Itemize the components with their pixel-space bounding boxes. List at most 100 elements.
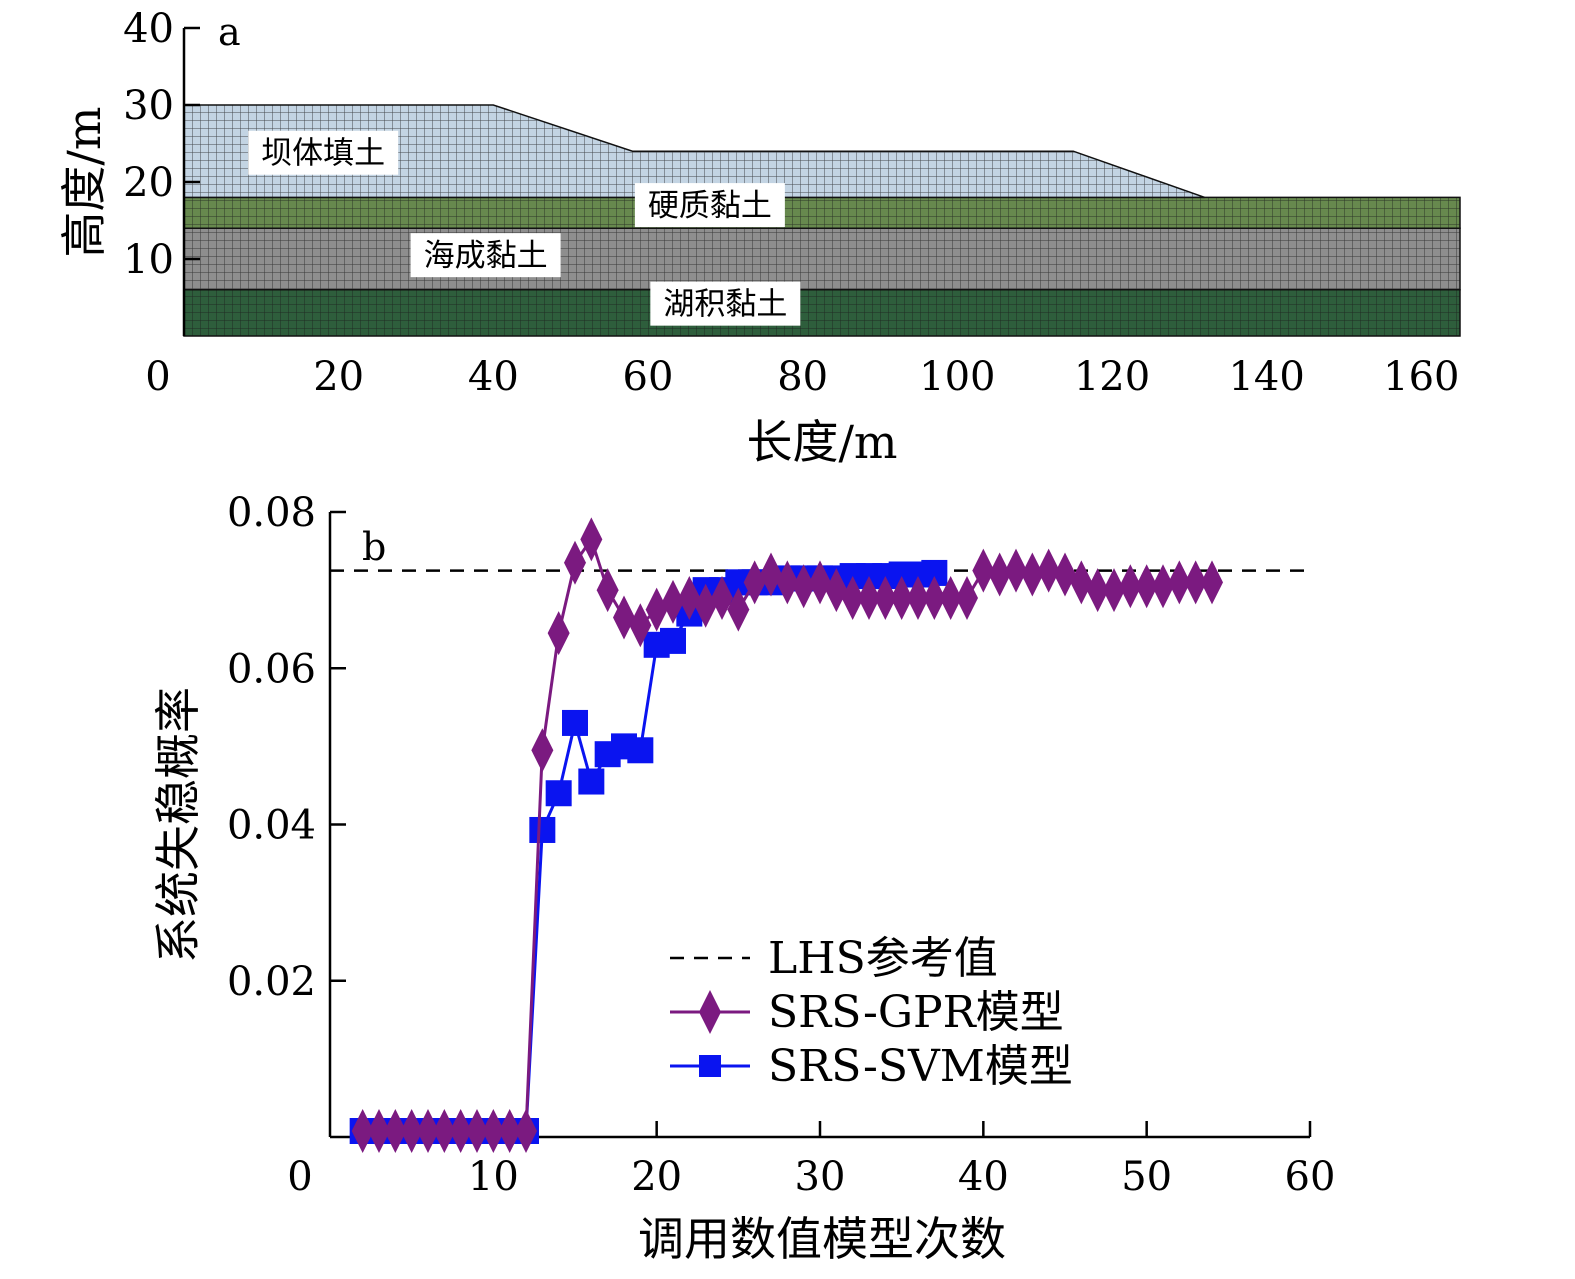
data-point [694, 583, 717, 628]
data-point [776, 560, 799, 605]
y-tick-label: 0.04 [227, 803, 316, 849]
data-point [531, 728, 554, 773]
data-point [1005, 548, 1027, 593]
data-point [678, 575, 701, 620]
panel-a-x-axis-title: 长度/m [746, 415, 897, 469]
x-tick-label: 20 [631, 1154, 682, 1200]
data-point [809, 560, 831, 605]
x-tick-label: 60 [623, 354, 674, 400]
legend-item-gpr: SRS-GPR模型 [670, 987, 1064, 1038]
legend-label-gpr: SRS-GPR模型 [768, 987, 1064, 1038]
data-point [711, 575, 733, 620]
legend: LHS参考值 SRS-GPR模型 SRS-SVM模型 [670, 933, 1073, 1092]
data-point [1168, 560, 1191, 605]
legend-label-svm: SRS-SVM模型 [768, 1041, 1073, 1092]
data-point [890, 575, 913, 620]
data-point [564, 540, 586, 585]
x-tick-label: 0 [287, 1154, 312, 1200]
data-point [1135, 564, 1158, 609]
data-point [433, 1109, 456, 1153]
panel-a-y-axis-title: 高度/m [57, 106, 111, 257]
data-point [498, 1109, 521, 1153]
data-point [417, 1109, 439, 1153]
y-tick-label: 40 [123, 6, 174, 52]
data-point [515, 1109, 537, 1153]
data-point [939, 575, 962, 620]
legend-square-icon [699, 1055, 721, 1077]
layer-label-background [634, 183, 785, 228]
data-point [613, 595, 635, 640]
panel-a-diagram: 湖积黏土 海成黏土 硬质黏土 坝体填土 10 20 30 40 0 20 40 60 80 100 12… [57, 6, 1461, 469]
data-point [1201, 560, 1223, 605]
y-tick-label: 20 [123, 160, 174, 206]
mesh-grid-2 [183, 196, 1461, 229]
data-point [368, 1109, 390, 1153]
y-tick-label: 0.08 [227, 490, 316, 536]
y-tick-label: 30 [123, 83, 174, 129]
panel-b-y-axis-title: 系统失稳概率 [151, 687, 205, 963]
panel-b-chart: 0.02 0.04 0.06 0.08 0 10 20 30 40 50 60 b 调用数值模型次… [151, 490, 1335, 1266]
layer-label: 湖积黏土 [663, 287, 787, 323]
x-tick-label: 40 [958, 1154, 1009, 1200]
panel-b-series [349, 517, 1223, 1153]
data-point [580, 517, 603, 562]
data-point [547, 611, 570, 656]
x-tick-label: 20 [313, 354, 364, 400]
layer-label-background [248, 130, 399, 175]
x-tick-label: 10 [468, 1154, 519, 1200]
data-point [727, 587, 750, 632]
data-point [351, 1109, 374, 1153]
data-point [792, 564, 815, 609]
data-point [482, 1109, 505, 1153]
x-tick-label: 140 [1228, 354, 1304, 400]
data-point [988, 552, 1011, 597]
data-point [874, 575, 897, 620]
panel-b-x-axis-title: 调用数值模型次数 [638, 1212, 1006, 1266]
data-point [858, 575, 880, 620]
layer-label: 海成黏土 [424, 238, 548, 274]
data-point [596, 568, 619, 613]
data-point [923, 575, 946, 620]
data-point [384, 1109, 407, 1153]
x-tick-label: 160 [1383, 354, 1459, 400]
y-tick-label: 0.06 [227, 646, 316, 692]
panel-b-letter: b [362, 525, 386, 569]
data-point [956, 575, 978, 620]
data-point [578, 768, 605, 795]
legend-item-svm: SRS-SVM模型 [670, 1041, 1073, 1092]
x-tick-label: 0 [145, 354, 170, 400]
x-tick-label: 80 [777, 354, 828, 400]
data-point [972, 548, 995, 593]
data-point [662, 579, 684, 624]
data-point [1037, 548, 1060, 593]
panel-b-x-ticks: 0 10 20 30 40 50 60 [287, 1121, 1335, 1200]
legend-diamond-icon [699, 990, 721, 1034]
data-point [545, 780, 572, 807]
x-tick-label: 120 [1074, 354, 1150, 400]
layer-label-background [410, 233, 561, 278]
data-point [1054, 552, 1076, 597]
data-point [1103, 568, 1125, 613]
panel-b-y-ticks: 0.02 0.04 0.06 0.08 [227, 490, 346, 1005]
mesh-grid-0 [183, 289, 1461, 337]
data-point [660, 627, 686, 654]
layer-label: 坝体填土 [261, 136, 385, 172]
panel-a-letter: a [218, 10, 241, 54]
data-point [1086, 568, 1109, 613]
data-point [760, 552, 782, 597]
data-point [907, 575, 929, 620]
data-point [1119, 564, 1142, 609]
y-tick-label: 10 [123, 237, 174, 283]
data-point [627, 737, 654, 764]
data-point [466, 1109, 488, 1153]
data-point [645, 587, 668, 632]
data-point [1152, 564, 1174, 609]
soil-layer-labels: 湖积黏土 海成黏土 硬质黏土 坝体填土 [248, 130, 801, 326]
x-tick-label: 60 [1285, 1154, 1336, 1200]
legend-item-reference: LHS参考值 [670, 933, 998, 984]
layer-label: 硬质黏土 [648, 188, 772, 224]
y-tick-label: 0.02 [227, 959, 316, 1005]
data-point [529, 816, 556, 843]
x-tick-label: 40 [468, 354, 519, 400]
